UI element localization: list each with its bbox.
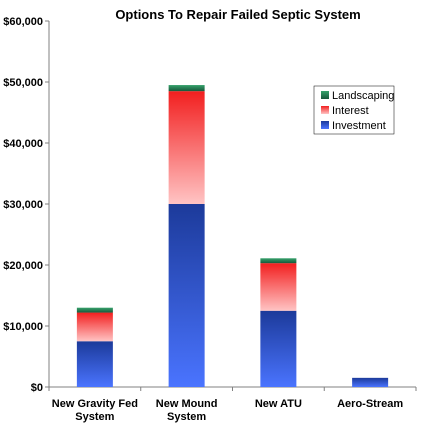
bar-landscaping-new-gravity-fed-system <box>76 307 113 313</box>
y-axis: $0 $10,000 $20,000 $30,000 $40,000 $50,000 $60… <box>3 16 50 394</box>
legend-swatch-landscaping <box>321 91 329 99</box>
legend-label-investment: Investment <box>332 120 386 132</box>
legend-swatch-investment <box>321 121 329 129</box>
bar-interest-new-atu <box>260 263 297 311</box>
x-category-label-line: System <box>167 411 206 423</box>
bar-interest-new-mound-system <box>168 91 205 204</box>
bar-interest-new-gravity-fed-system <box>76 312 113 342</box>
y-tick-label: $50,000 <box>3 77 43 89</box>
bars <box>76 85 389 387</box>
y-tick-label: $0 <box>31 382 43 394</box>
y-tick-label: $60,000 <box>3 16 43 28</box>
bar-investment-new-atu <box>260 310 297 387</box>
y-tick-label: $10,000 <box>3 321 43 333</box>
y-tick-label: $20,000 <box>3 260 43 272</box>
x-category-label: New Mound System <box>156 398 218 423</box>
x-category-label-line: New Mound <box>156 398 218 410</box>
legend-label-interest: Interest <box>332 105 369 117</box>
x-category-label-line: New ATU <box>255 398 302 410</box>
legend-label-landscaping: Landscaping <box>332 90 394 102</box>
legend-swatch-interest <box>321 106 329 114</box>
legend: Landscaping Interest Investment <box>313 85 394 135</box>
y-tick-label: $30,000 <box>3 199 43 211</box>
x-category-label-line: New Gravity Fed <box>52 398 138 410</box>
x-category-label: Aero-Stream <box>337 398 403 410</box>
x-category-label-line: System <box>75 411 114 423</box>
x-category-label: New Gravity Fed System <box>52 398 138 423</box>
bar-investment-aero-stream <box>352 377 389 387</box>
chart-title: Options To Repair Failed Septic System <box>115 7 360 22</box>
x-category-label: New ATU <box>255 398 302 410</box>
bar-investment-new-gravity-fed-system <box>76 341 113 387</box>
bar-investment-new-mound-system <box>168 204 205 387</box>
bar-landscaping-new-atu <box>260 258 297 264</box>
bar-landscaping-new-mound-system <box>168 85 205 92</box>
x-category-label-line: Aero-Stream <box>337 398 403 410</box>
y-tick-label: $40,000 <box>3 138 43 150</box>
